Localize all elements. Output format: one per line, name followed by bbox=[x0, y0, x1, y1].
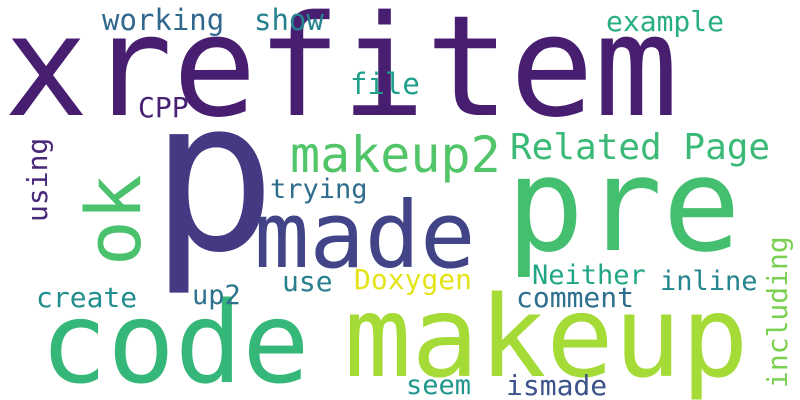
word-ismade: ismade bbox=[506, 372, 607, 400]
word-use: use bbox=[282, 268, 333, 296]
word-inline: inline bbox=[660, 268, 758, 295]
word-cpp: CPP bbox=[138, 94, 189, 122]
word-comment: comment bbox=[516, 284, 634, 312]
word-including: including bbox=[764, 236, 792, 388]
word-up2: up2 bbox=[192, 282, 241, 309]
word-using: using bbox=[24, 138, 52, 222]
word-doxygen: Doxygen bbox=[354, 266, 472, 294]
word-related-page: Related Page bbox=[510, 130, 770, 166]
word-makeup2: makeup2 bbox=[290, 130, 501, 180]
word-working: working bbox=[102, 6, 224, 35]
word-ok: ok bbox=[76, 174, 152, 266]
word-show: show bbox=[254, 6, 324, 35]
word-create: create bbox=[36, 284, 137, 312]
word-example: example bbox=[606, 8, 724, 36]
word-file: file bbox=[350, 70, 420, 99]
word-trying: trying bbox=[270, 176, 368, 203]
word-seem: seem bbox=[406, 372, 471, 399]
